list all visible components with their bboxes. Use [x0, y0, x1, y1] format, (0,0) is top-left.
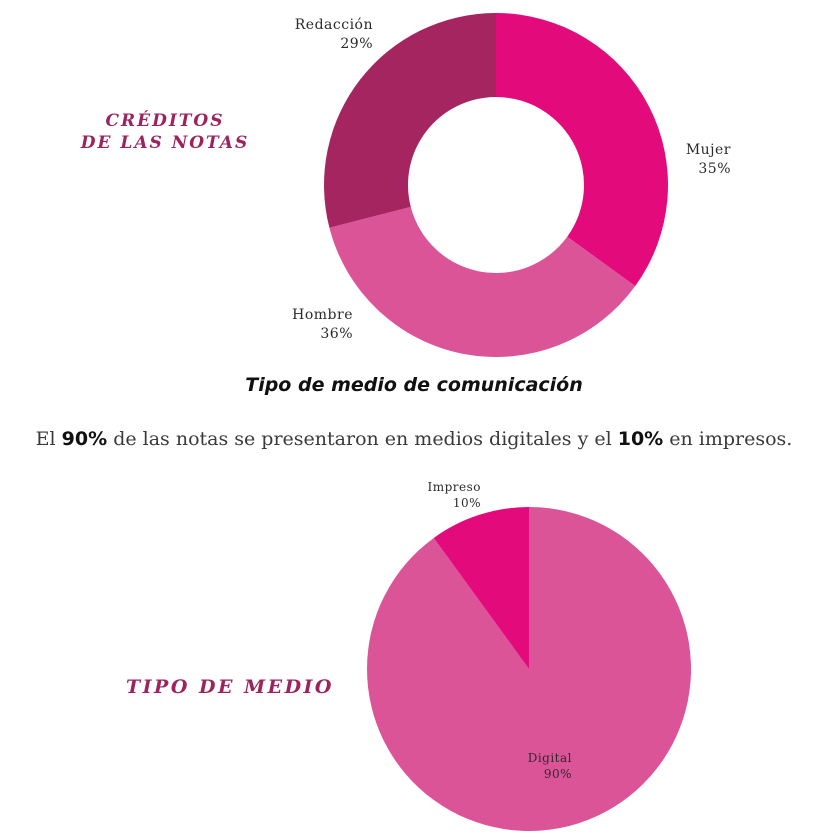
paragraph-bold-value: 90%	[61, 428, 108, 450]
paragraph-text: de las notas se presentaron en medios di…	[107, 428, 618, 450]
slice-label-hombre: Hombre 36%	[292, 307, 353, 342]
slice-redaccion	[323, 13, 496, 228]
slice-label-impreso: Impreso 10%	[427, 480, 481, 510]
slice-category-label: Hombre	[292, 307, 353, 323]
slice-label-redaccion: Redacción 29%	[295, 17, 373, 52]
slice-value-label: 36%	[320, 326, 353, 342]
chart-title-creditos: CRÉDITOS DE LAS NOTAS	[70, 110, 260, 154]
chart-title-line: CRÉDITOS	[105, 111, 225, 131]
slice-category-label: Digital	[528, 751, 572, 765]
slice-value-label: 90%	[544, 767, 572, 781]
slice-hombre	[329, 206, 636, 358]
paragraph-text: El	[35, 428, 62, 450]
slice-label-mujer: Mujer 35%	[686, 142, 731, 177]
slice-impreso	[433, 507, 529, 669]
slice-category-label: Impreso	[427, 480, 481, 494]
paragraph-bold-value: 10%	[617, 428, 664, 450]
slice-category-label: Mujer	[686, 142, 731, 158]
slice-digital	[367, 507, 692, 832]
slice-category-label: Redacción	[295, 17, 373, 33]
slice-value-label: 35%	[698, 161, 731, 177]
slice-value-label: 10%	[453, 496, 481, 510]
chart-title-tipo-medio: TIPO DE MEDIO	[126, 676, 334, 698]
section-heading: Tipo de medio de comunicación	[245, 374, 583, 396]
chart-title-line: DE LAS NOTAS	[80, 133, 250, 153]
summary-paragraph: El 90% de las notas se presentaron en me…	[0, 428, 828, 450]
slice-value-label: 29%	[340, 36, 373, 52]
slice-mujer	[496, 13, 668, 287]
paragraph-text: en impresos.	[663, 428, 793, 450]
slice-label-digital: Digital 90%	[528, 751, 572, 781]
